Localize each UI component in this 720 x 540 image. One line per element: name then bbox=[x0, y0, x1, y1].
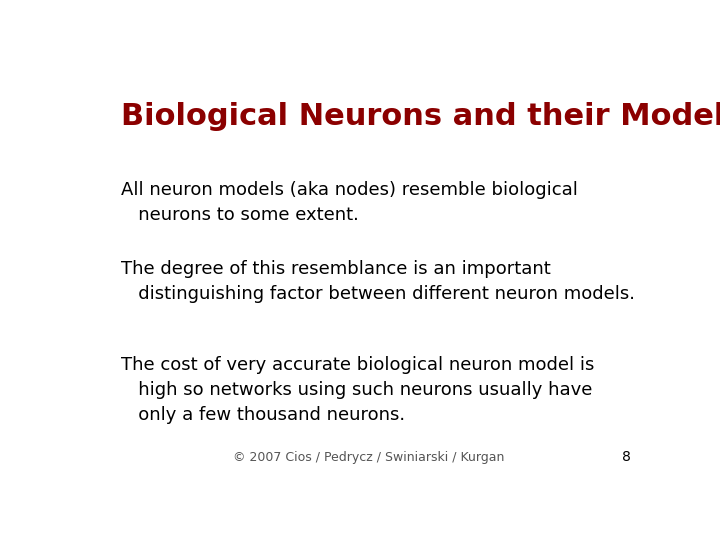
Text: Biological Neurons and their Models: Biological Neurons and their Models bbox=[121, 102, 720, 131]
Text: All neuron models (aka nodes) resemble biological
   neurons to some extent.: All neuron models (aka nodes) resemble b… bbox=[121, 181, 577, 224]
Text: The degree of this resemblance is an important
   distinguishing factor between : The degree of this resemblance is an imp… bbox=[121, 260, 635, 303]
Text: © 2007 Cios / Pedrycz / Swiniarski / Kurgan: © 2007 Cios / Pedrycz / Swiniarski / Kur… bbox=[233, 451, 505, 464]
Text: 8: 8 bbox=[622, 450, 631, 464]
Text: The cost of very accurate biological neuron model is
   high so networks using s: The cost of very accurate biological neu… bbox=[121, 356, 594, 424]
